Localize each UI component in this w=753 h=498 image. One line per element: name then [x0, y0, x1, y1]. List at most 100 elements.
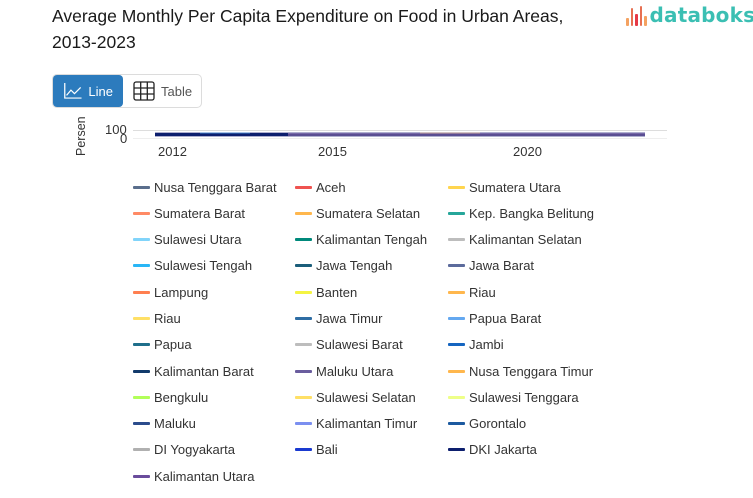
legend-item[interactable]: Banten — [295, 283, 448, 301]
legend-label: Sulawesi Barat — [316, 337, 403, 353]
y-tick-0: 0 — [120, 131, 128, 146]
legend-swatch-icon — [295, 238, 312, 242]
legend-item[interactable]: Sumatera Selatan — [295, 204, 448, 222]
legend-item[interactable]: Maluku — [133, 415, 295, 433]
legend-item[interactable]: Papua Barat — [448, 309, 618, 327]
line-chart-plot[interactable] — [0, 0, 753, 160]
y-tick-100: 100 — [105, 122, 127, 137]
legend-swatch-icon — [133, 395, 150, 399]
legend-label: Aceh — [316, 179, 346, 195]
legend-label: Sulawesi Tengah — [154, 258, 253, 274]
legend-label: Lampung — [154, 284, 209, 300]
legend-item[interactable]: Sulawesi Utara — [133, 231, 295, 249]
legend-item[interactable]: Sulawesi Tengah — [133, 257, 295, 275]
legend-item[interactable]: Bengkulu — [133, 388, 295, 406]
legend-swatch-icon — [295, 185, 312, 189]
legend-item[interactable]: Maluku Utara — [295, 362, 448, 380]
x-tick-2015: 2015 — [318, 144, 347, 159]
legend-label: Sumatera Utara — [469, 179, 561, 195]
legend-swatch-icon — [448, 316, 465, 320]
legend-label: Sumatera Selatan — [316, 205, 421, 221]
x-tick-2020: 2020 — [513, 144, 542, 159]
legend-swatch-icon — [295, 264, 312, 268]
databoks-logo[interactable]: databoks — [626, 3, 753, 27]
view-toggle: Line Table — [52, 74, 202, 108]
legend-swatch-icon — [133, 264, 150, 268]
line-chart-icon — [64, 83, 82, 99]
legend-label: Maluku — [154, 416, 196, 432]
legend-swatch-icon — [448, 343, 465, 347]
legend-label: Bali — [316, 442, 338, 458]
legend-item[interactable]: Jawa Barat — [448, 257, 618, 275]
legend-swatch-icon — [295, 369, 312, 373]
legend-item[interactable]: Sumatera Utara — [448, 178, 618, 196]
legend-item[interactable]: Kalimantan Selatan — [448, 231, 618, 249]
legend-item[interactable]: Kalimantan Timur — [295, 415, 448, 433]
legend-label: Sulawesi Utara — [154, 232, 242, 248]
legend-swatch-icon — [295, 343, 312, 347]
legend-label: Banten — [316, 284, 358, 300]
legend-item[interactable]: Riau — [448, 283, 618, 301]
chart-legend: Nusa Tenggara Barat Aceh Sumatera Utara Sum… — [133, 178, 618, 485]
legend-label: Sulawesi Tenggara — [469, 389, 579, 405]
brand-name: databoks — [649, 3, 753, 27]
legend-item[interactable]: Sumatera Barat — [133, 204, 295, 222]
chart-title: Average Monthly Per Capita Expenditure o… — [52, 6, 564, 52]
table-view-label: Table — [161, 83, 193, 99]
legend-item[interactable]: Papua — [133, 336, 295, 354]
line-view-button[interactable]: Line — [53, 75, 123, 107]
legend-label: Jambi — [469, 337, 504, 353]
legend-label: Kalimantan Tengah — [316, 232, 428, 248]
legend-label: Kalimantan Timur — [316, 416, 418, 432]
legend-label: DKI Jakarta — [469, 442, 537, 458]
legend-item[interactable]: Nusa Tenggara Barat — [133, 178, 295, 196]
legend-label: Papua Barat — [469, 310, 542, 326]
legend-swatch-icon — [448, 211, 465, 215]
legend-item[interactable]: Bali — [295, 441, 448, 459]
legend-swatch-icon — [295, 422, 312, 426]
legend-swatch-icon — [448, 448, 465, 452]
legend-swatch-icon — [295, 211, 312, 215]
legend-label: Sumatera Barat — [154, 205, 246, 221]
legend-label: Sulawesi Selatan — [316, 389, 416, 405]
legend-item[interactable]: DI Yogyakarta — [133, 441, 295, 459]
legend-item[interactable]: Jambi — [448, 336, 618, 354]
legend-item[interactable]: Kalimantan Barat — [133, 362, 295, 380]
legend-swatch-icon — [133, 316, 150, 320]
legend-label: Bengkulu — [154, 389, 209, 405]
table-view-button[interactable]: Table — [123, 75, 202, 107]
legend-item[interactable]: Jawa Timur — [295, 309, 448, 327]
legend-swatch-icon — [448, 422, 465, 426]
legend-label: Gorontalo — [469, 416, 527, 432]
legend-swatch-icon — [133, 211, 150, 215]
legend-item[interactable]: Sulawesi Barat — [295, 336, 448, 354]
legend-swatch-icon — [133, 474, 150, 478]
legend-label: Kalimantan Barat — [154, 363, 254, 379]
legend-item[interactable]: Jawa Tengah — [295, 257, 448, 275]
legend-item[interactable]: Sulawesi Selatan — [295, 388, 448, 406]
legend-item[interactable]: Aceh — [295, 178, 448, 196]
legend-label: Nusa Tenggara Barat — [154, 179, 277, 195]
legend-swatch-icon — [295, 448, 312, 452]
legend-item[interactable]: Kalimantan Tengah — [295, 231, 448, 249]
legend-item[interactable]: Riau — [133, 309, 295, 327]
legend-item[interactable]: Sulawesi Tenggara — [448, 388, 618, 406]
legend-item[interactable]: Nusa Tenggara Timur — [448, 362, 618, 380]
legend-swatch-icon — [133, 369, 150, 373]
legend-item[interactable]: Gorontalo — [448, 415, 618, 433]
legend-item[interactable]: Kalimantan Utara — [133, 467, 295, 485]
legend-label: Riau — [469, 284, 496, 300]
legend-swatch-icon — [448, 395, 465, 399]
legend-swatch-icon — [448, 290, 465, 294]
legend-item[interactable]: Lampung — [133, 283, 295, 301]
series-lines — [155, 132, 645, 137]
legend-swatch-icon — [133, 448, 150, 452]
legend-swatch-icon — [448, 264, 465, 268]
legend-item[interactable]: DKI Jakarta — [448, 441, 618, 459]
legend-label: Jawa Tengah — [316, 258, 393, 274]
legend-swatch-icon — [133, 290, 150, 294]
legend-swatch-icon — [133, 422, 150, 426]
legend-item[interactable]: Kep. Bangka Belitung — [448, 204, 618, 222]
legend-label: Papua — [154, 337, 192, 353]
x-tick-2012: 2012 — [158, 144, 187, 159]
